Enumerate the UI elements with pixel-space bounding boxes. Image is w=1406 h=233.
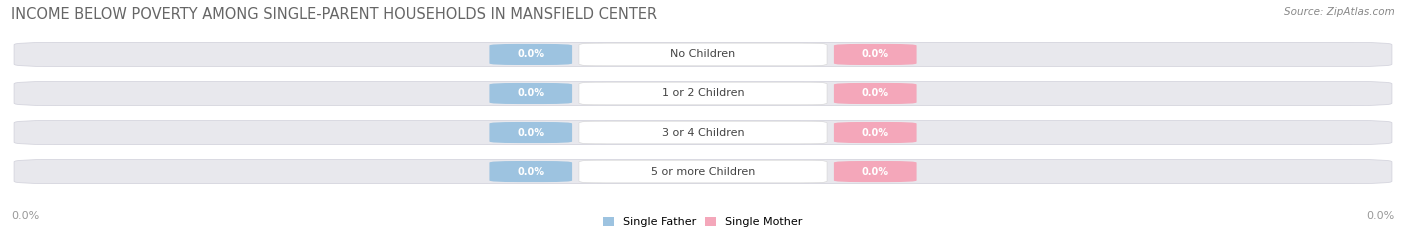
Text: No Children: No Children — [671, 49, 735, 59]
FancyBboxPatch shape — [14, 42, 1392, 67]
FancyBboxPatch shape — [579, 43, 827, 66]
FancyBboxPatch shape — [834, 44, 917, 65]
Text: 1 or 2 Children: 1 or 2 Children — [662, 89, 744, 99]
Text: 0.0%: 0.0% — [517, 49, 544, 59]
FancyBboxPatch shape — [489, 44, 572, 65]
FancyBboxPatch shape — [834, 83, 917, 104]
FancyBboxPatch shape — [834, 122, 917, 143]
Text: 3 or 4 Children: 3 or 4 Children — [662, 127, 744, 137]
Text: 5 or more Children: 5 or more Children — [651, 167, 755, 177]
FancyBboxPatch shape — [579, 82, 827, 105]
Text: 0.0%: 0.0% — [11, 211, 39, 221]
Legend: Single Father, Single Mother: Single Father, Single Mother — [603, 217, 803, 227]
FancyBboxPatch shape — [489, 122, 572, 143]
Text: 0.0%: 0.0% — [862, 167, 889, 177]
FancyBboxPatch shape — [834, 161, 917, 182]
Text: INCOME BELOW POVERTY AMONG SINGLE-PARENT HOUSEHOLDS IN MANSFIELD CENTER: INCOME BELOW POVERTY AMONG SINGLE-PARENT… — [11, 7, 658, 22]
Text: 0.0%: 0.0% — [1367, 211, 1395, 221]
FancyBboxPatch shape — [579, 121, 827, 144]
FancyBboxPatch shape — [14, 159, 1392, 184]
Text: 0.0%: 0.0% — [517, 167, 544, 177]
FancyBboxPatch shape — [489, 83, 572, 104]
Text: 0.0%: 0.0% — [517, 127, 544, 137]
FancyBboxPatch shape — [14, 81, 1392, 106]
FancyBboxPatch shape — [489, 161, 572, 182]
Text: Source: ZipAtlas.com: Source: ZipAtlas.com — [1284, 7, 1395, 17]
Text: 0.0%: 0.0% — [862, 89, 889, 99]
FancyBboxPatch shape — [579, 160, 827, 183]
Text: 0.0%: 0.0% — [517, 89, 544, 99]
FancyBboxPatch shape — [14, 120, 1392, 145]
Text: 0.0%: 0.0% — [862, 127, 889, 137]
Text: 0.0%: 0.0% — [862, 49, 889, 59]
